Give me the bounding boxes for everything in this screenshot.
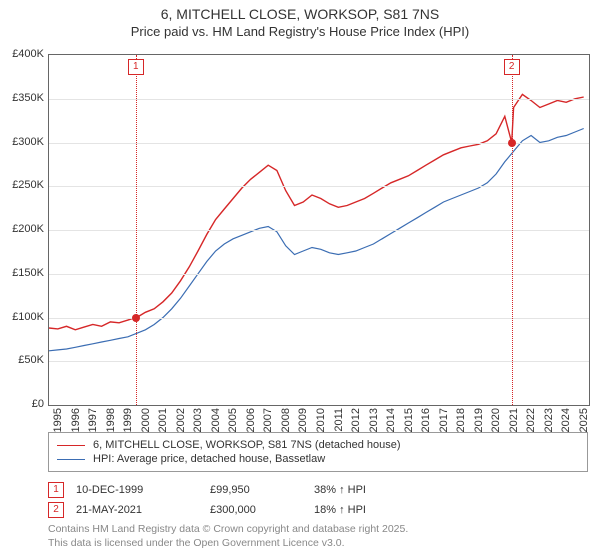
y-tick-label: £350K — [12, 92, 44, 104]
transaction-delta: 38% ↑ HPI — [314, 484, 424, 496]
footer-attribution: Contains HM Land Registry data © Crown c… — [48, 522, 588, 550]
gridline — [49, 230, 589, 231]
x-tick-label: 2013 — [368, 408, 380, 432]
x-tick-label: 2002 — [175, 408, 187, 432]
y-tick-label: £400K — [12, 48, 44, 60]
transaction-row: 1 10-DEC-1999£99,95038% ↑ HPI — [48, 480, 588, 500]
transaction-marker: 1 — [48, 482, 64, 498]
legend-swatch — [57, 445, 85, 446]
x-tick-label: 2021 — [508, 408, 520, 432]
x-tick-label: 1998 — [105, 408, 117, 432]
x-tick-label: 2025 — [578, 408, 590, 432]
y-tick-label: £250K — [12, 179, 44, 191]
legend-row: HPI: Average price, detached house, Bass… — [57, 452, 579, 466]
footer-line2: This data is licensed under the Open Gov… — [48, 536, 588, 550]
x-tick-label: 2018 — [455, 408, 467, 432]
gridline — [49, 361, 589, 362]
gridline — [49, 99, 589, 100]
x-tick-label: 2006 — [245, 408, 257, 432]
transaction-date: 21-MAY-2021 — [76, 504, 210, 516]
legend-row: 6, MITCHELL CLOSE, WORKSOP, S81 7NS (det… — [57, 438, 579, 452]
chart-plot-area: 12 — [48, 54, 590, 406]
x-tick-label: 2023 — [543, 408, 555, 432]
transaction-row: 2 21-MAY-2021£300,00018% ↑ HPI — [48, 500, 588, 520]
legend-label: HPI: Average price, detached house, Bass… — [93, 453, 325, 465]
y-tick-label: £300K — [12, 136, 44, 148]
chart-title-address: 6, MITCHELL CLOSE, WORKSOP, S81 7NS — [0, 6, 600, 22]
x-tick-label: 2014 — [385, 408, 397, 432]
marker-dot — [132, 314, 140, 322]
x-tick-label: 2003 — [192, 408, 204, 432]
x-tick-label: 1997 — [87, 408, 99, 432]
x-tick-label: 1999 — [122, 408, 134, 432]
y-tick-label: £200K — [12, 223, 44, 235]
x-tick-label: 1996 — [70, 408, 82, 432]
x-tick-label: 2004 — [210, 408, 222, 432]
x-tick-label: 2012 — [350, 408, 362, 432]
x-tick-label: 2020 — [490, 408, 502, 432]
footer-line1: Contains HM Land Registry data © Crown c… — [48, 522, 588, 536]
y-tick-label: £0 — [32, 398, 44, 410]
legend-label: 6, MITCHELL CLOSE, WORKSOP, S81 7NS (det… — [93, 439, 401, 451]
y-tick-label: £50K — [18, 354, 44, 366]
gridline — [49, 318, 589, 319]
x-tick-label: 2015 — [403, 408, 415, 432]
transactions-table: 1 10-DEC-1999£99,95038% ↑ HPI 2 21-MAY-2021… — [48, 476, 588, 524]
y-tick-label: £100K — [12, 311, 44, 323]
gridline — [49, 274, 589, 275]
transaction-marker: 2 — [48, 502, 64, 518]
x-tick-label: 2007 — [262, 408, 274, 432]
x-tick-label: 2008 — [280, 408, 292, 432]
x-tick-label: 2000 — [140, 408, 152, 432]
legend: 6, MITCHELL CLOSE, WORKSOP, S81 7NS (det… — [48, 432, 588, 472]
x-tick-label: 2005 — [227, 408, 239, 432]
x-tick-label: 2024 — [560, 408, 572, 432]
x-tick-label: 2017 — [438, 408, 450, 432]
legend-swatch — [57, 459, 85, 460]
marker-line — [136, 55, 137, 405]
x-tick-label: 1995 — [52, 408, 64, 432]
marker-label: 2 — [504, 59, 520, 75]
marker-line — [512, 55, 513, 405]
x-tick-label: 2016 — [420, 408, 432, 432]
transaction-price: £300,000 — [210, 504, 314, 516]
x-tick-label: 2010 — [315, 408, 327, 432]
gridline — [49, 186, 589, 187]
marker-label: 1 — [128, 59, 144, 75]
transaction-price: £99,950 — [210, 484, 314, 496]
x-tick-label: 2022 — [525, 408, 537, 432]
transaction-date: 10-DEC-1999 — [76, 484, 210, 496]
series-line — [49, 94, 584, 329]
transaction-delta: 18% ↑ HPI — [314, 504, 424, 516]
x-tick-label: 2001 — [157, 408, 169, 432]
x-tick-label: 2011 — [333, 408, 345, 432]
chart-subtitle: Price paid vs. HM Land Registry's House … — [0, 22, 600, 39]
y-tick-label: £150K — [12, 267, 44, 279]
x-tick-label: 2019 — [473, 408, 485, 432]
x-tick-label: 2009 — [297, 408, 309, 432]
marker-dot — [508, 139, 516, 147]
